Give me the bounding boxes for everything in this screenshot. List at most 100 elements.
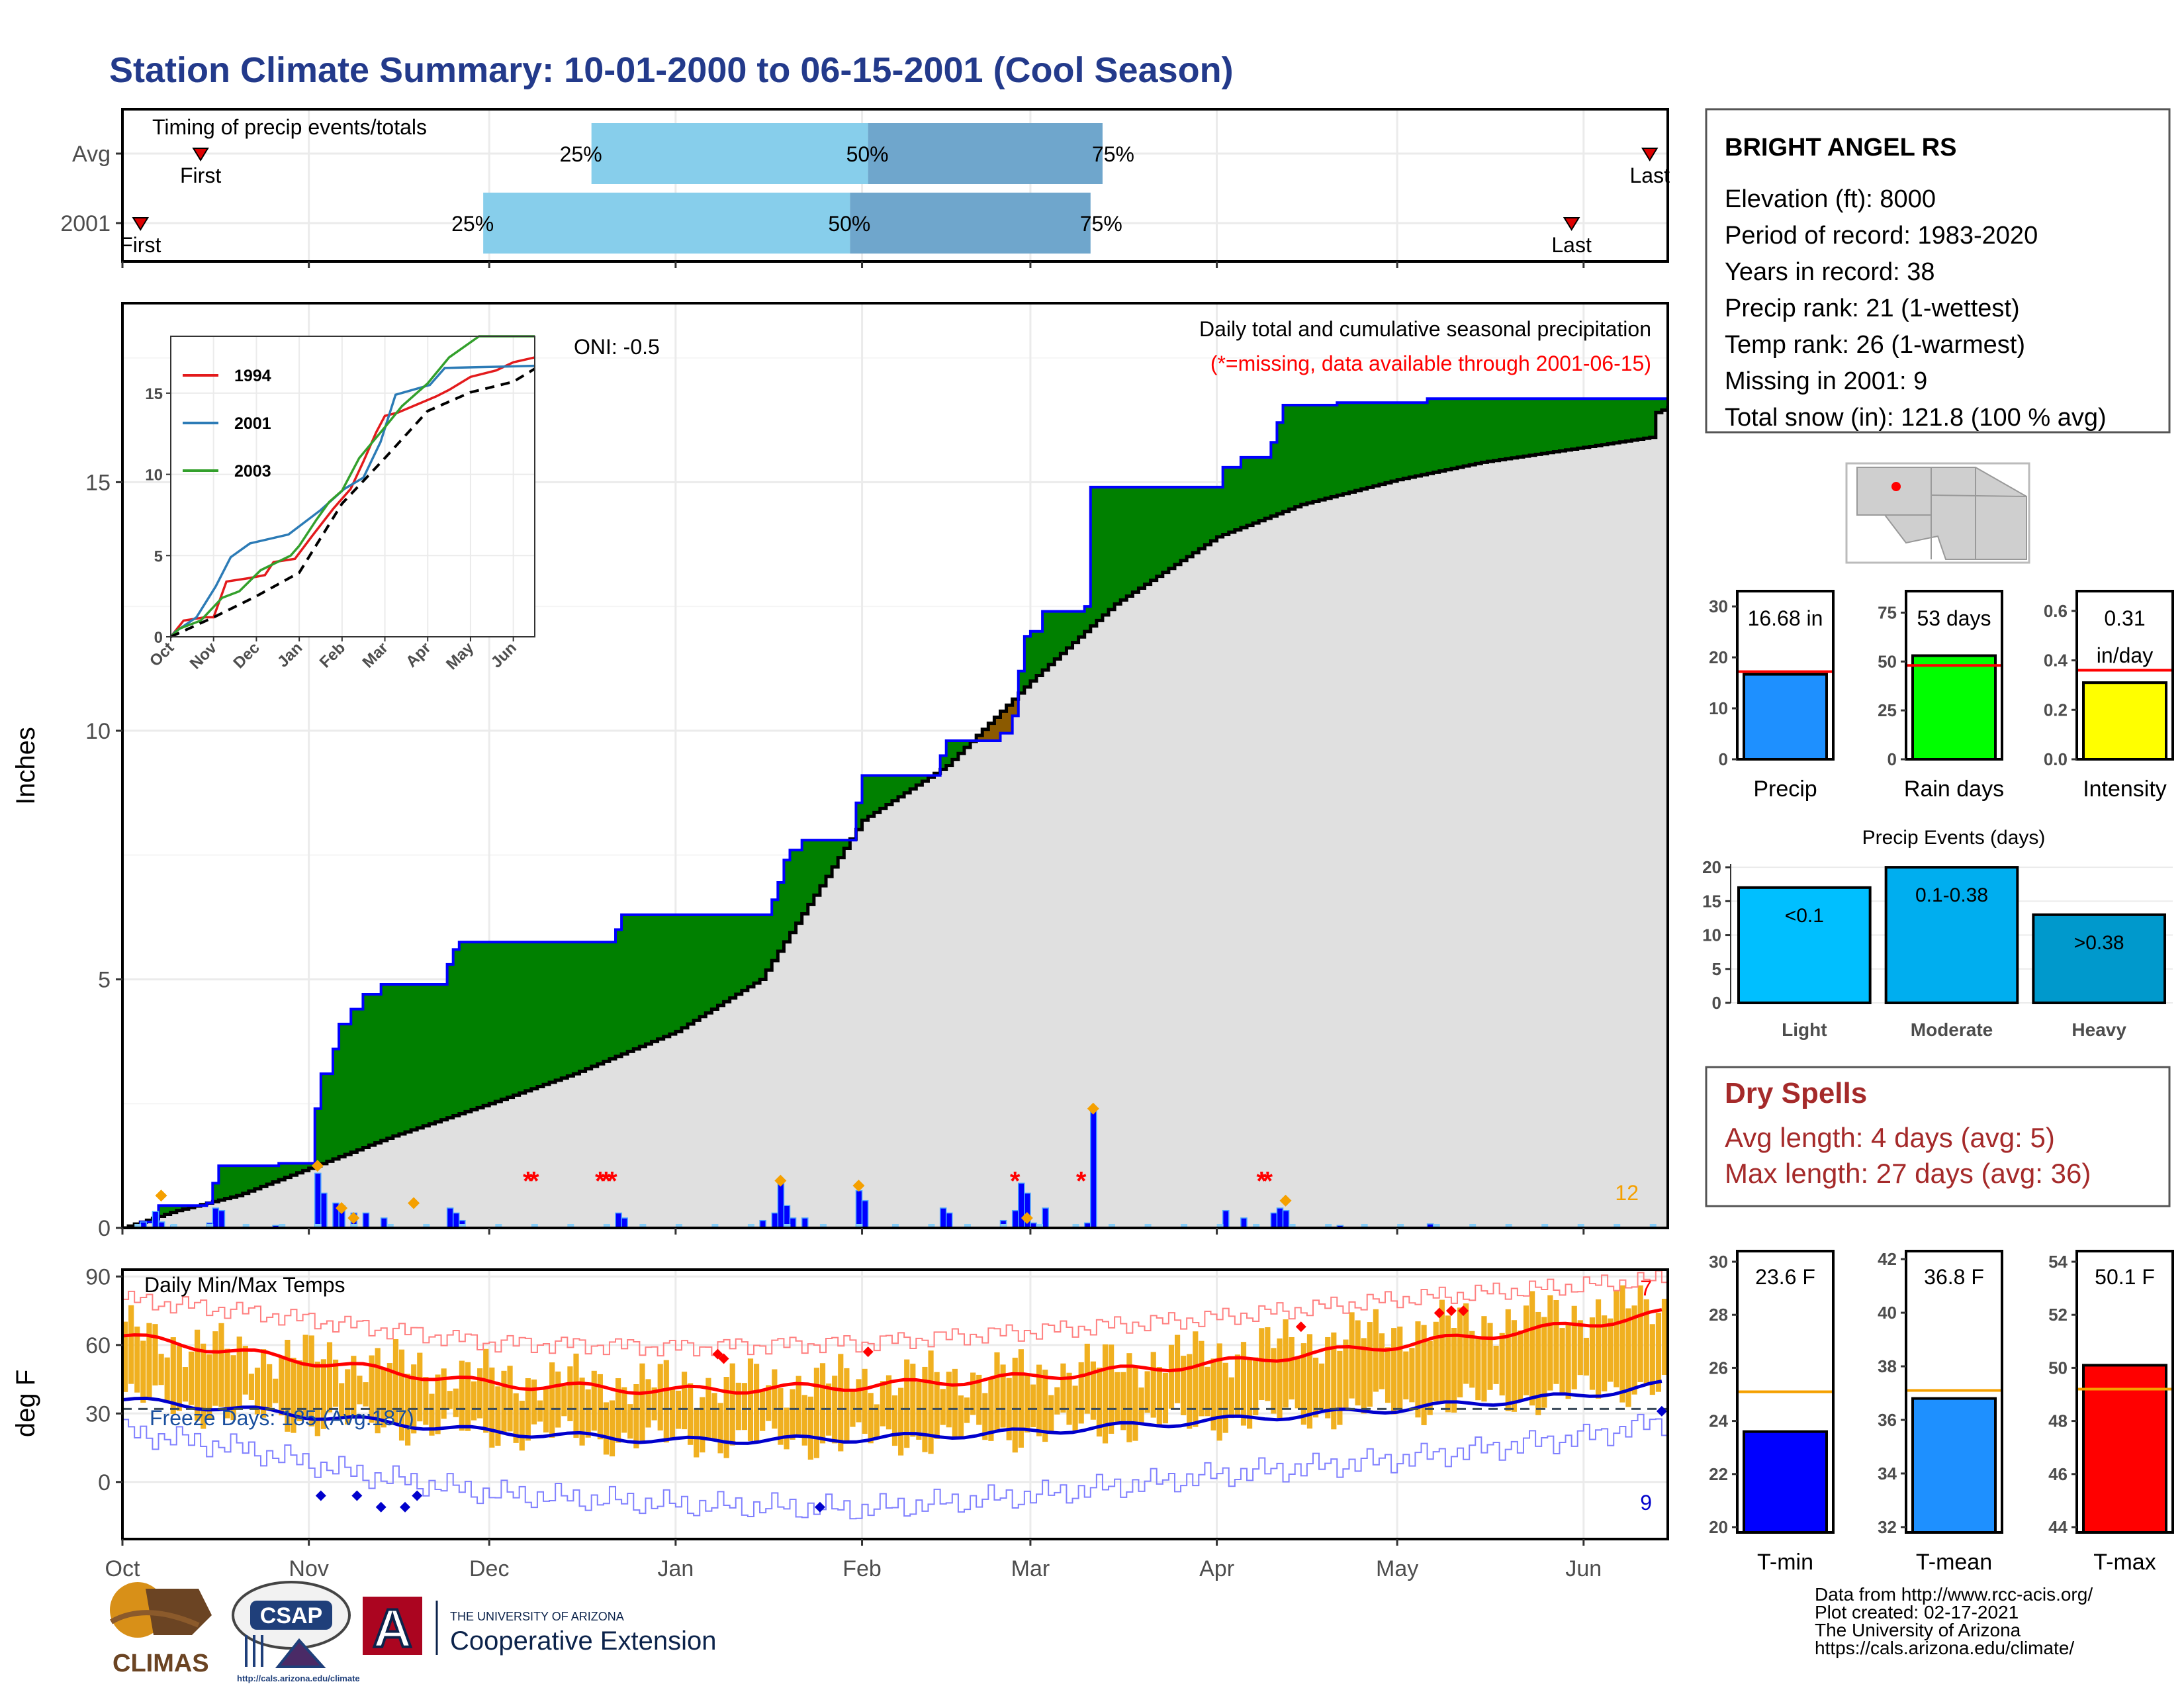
daily-temp-bar xyxy=(898,1387,904,1456)
daily-temp-bar xyxy=(483,1348,489,1433)
daily-precip-bar xyxy=(759,1219,766,1228)
daily-temp-bar xyxy=(201,1343,206,1429)
daily-temp-bar xyxy=(302,1335,308,1417)
dry-spells-frame xyxy=(1705,1066,2171,1207)
trace-precip-mark xyxy=(1036,1224,1044,1228)
daily-temp-bar xyxy=(1559,1328,1565,1393)
trace-precip-mark xyxy=(784,1224,791,1228)
daily-precip-bar xyxy=(218,1209,226,1228)
daily-temp-bar xyxy=(291,1358,296,1433)
summary-frame xyxy=(2075,590,2174,761)
trace-precip-mark xyxy=(423,1224,430,1228)
trace-precip-mark xyxy=(964,1224,971,1228)
temp-y-tick-label: 60 xyxy=(85,1333,111,1358)
csap-url: http://cals.arizona.edu/climate xyxy=(237,1673,360,1683)
daily-temp-bar xyxy=(1451,1328,1457,1413)
summary-value-label: 53 days xyxy=(1917,606,1991,630)
station-location-marker xyxy=(1891,482,1901,491)
daily-temp-bar xyxy=(1355,1320,1361,1406)
timing-title: Timing of precip events/totals xyxy=(152,115,427,139)
daily-temp-bar xyxy=(1487,1323,1493,1390)
trace-precip-mark xyxy=(279,1224,286,1228)
daily-precip-bar xyxy=(1222,1209,1230,1228)
summary-value-unit: in/day xyxy=(2097,643,2153,667)
station-detail-line: Years in record: 38 xyxy=(1725,258,1935,286)
daily-temp-bar xyxy=(1631,1305,1637,1395)
events-title: Precip Events (days) xyxy=(1862,827,2046,849)
events-category-label: Heavy xyxy=(2071,1019,2126,1040)
daily-temp-bar xyxy=(339,1383,345,1417)
events-bar-light xyxy=(1737,886,1872,1004)
trace-precip-mark xyxy=(1361,1224,1368,1228)
daily-temp-bar xyxy=(1523,1305,1529,1395)
trace-precip-mark xyxy=(639,1224,647,1228)
timing-row-label: 2001 xyxy=(60,211,111,236)
temp-x-tick-label: Mar xyxy=(1011,1556,1050,1581)
daily-temp-bar xyxy=(279,1356,285,1416)
summary-y-tick-label: 32 xyxy=(1878,1517,1897,1537)
daily-temp-bar xyxy=(1090,1361,1096,1420)
cumulative-average-area xyxy=(122,407,1668,1228)
summary-frame xyxy=(2075,1250,2174,1534)
summary-category-label: Intensity xyxy=(2083,776,2167,802)
inset-series-average xyxy=(170,367,536,638)
daily-temp-bar xyxy=(1349,1312,1355,1399)
summary-y-tick-label: 40 xyxy=(1878,1303,1897,1323)
temperature-summary-bars: 23.6 F 20 22 24 26 28 30 T-min 36.8 F 32 34 36 38 40 4… xyxy=(1709,1249,2174,1575)
average-min-line xyxy=(122,1380,1662,1445)
daily-temp-bar xyxy=(729,1363,735,1446)
daily-temp-bar xyxy=(170,1337,176,1414)
daily-temp-bar xyxy=(1228,1377,1234,1419)
daily-temp-bar xyxy=(1210,1358,1216,1430)
record-low-marker xyxy=(412,1490,423,1501)
daily-precip-bar xyxy=(380,1217,388,1228)
daily-temp-bar xyxy=(819,1363,826,1444)
daily-temp-bar xyxy=(1614,1290,1619,1387)
daily-precip-bar xyxy=(615,1212,622,1228)
climas-logo: CLIMAS xyxy=(110,1582,212,1677)
daily-temp-bar xyxy=(1042,1370,1048,1442)
temp-y-axis-label: deg F xyxy=(11,1370,40,1437)
daily-temp-bar xyxy=(459,1360,465,1431)
daily-temp-bar xyxy=(1216,1343,1222,1441)
events-y-tick-label: 0 xyxy=(1712,993,1721,1013)
daily-temp-bar xyxy=(891,1395,898,1446)
csap-logo: CSAP http://cals.arizona.edu/climate xyxy=(232,1581,360,1683)
daily-temp-bar xyxy=(236,1336,242,1407)
summary-y-tick-label: 30 xyxy=(1709,596,1728,616)
summary-category-label: Rain days xyxy=(1904,776,2004,802)
timing-p25-label: 25% xyxy=(451,212,494,236)
summary-category-label: Precip xyxy=(1753,776,1817,802)
daily-temp-bar xyxy=(363,1382,369,1407)
daily-temp-bar xyxy=(910,1364,916,1437)
heavy-precip-marker xyxy=(1279,1194,1292,1207)
daily-temp-bar xyxy=(1109,1344,1115,1434)
daily-temp-bar xyxy=(146,1323,152,1398)
summary-bar-precip xyxy=(1743,673,1828,761)
summary-value-label: 0.31 xyxy=(2104,606,2145,630)
daily-temp-bar xyxy=(747,1358,754,1441)
daily-precip-bar xyxy=(314,1172,322,1228)
timing-p25-label: 25% xyxy=(560,142,602,166)
daily-temp-bar xyxy=(1517,1330,1524,1400)
precip-y-tick-label: 5 xyxy=(98,967,111,992)
dry-spells-title: Dry Spells xyxy=(1725,1077,1867,1109)
daily-temp-bar xyxy=(1511,1320,1517,1412)
daily-temp-bar xyxy=(140,1340,146,1403)
footer: CLIMAS CSAP http://cals.arizona.edu/clim… xyxy=(110,1581,2093,1683)
summary-y-tick-label: 50 xyxy=(1878,651,1897,671)
daily-temp-bar xyxy=(1595,1299,1602,1399)
daily-temp-bar xyxy=(567,1366,573,1421)
summary-y-tick-label: 46 xyxy=(2048,1464,2068,1484)
daily-temp-bar xyxy=(844,1368,850,1444)
daily-temp-bar xyxy=(471,1381,477,1421)
daily-temp-bar xyxy=(717,1403,723,1454)
daily-temp-bar xyxy=(435,1374,441,1434)
trace-precip-mark xyxy=(891,1224,899,1228)
daily-temp-bar xyxy=(657,1364,663,1430)
daily-temp-bar xyxy=(1661,1298,1668,1376)
temp-data-layer xyxy=(122,1270,1668,1520)
daily-precip-bar xyxy=(945,1212,953,1228)
trace-precip-mark xyxy=(928,1224,935,1228)
